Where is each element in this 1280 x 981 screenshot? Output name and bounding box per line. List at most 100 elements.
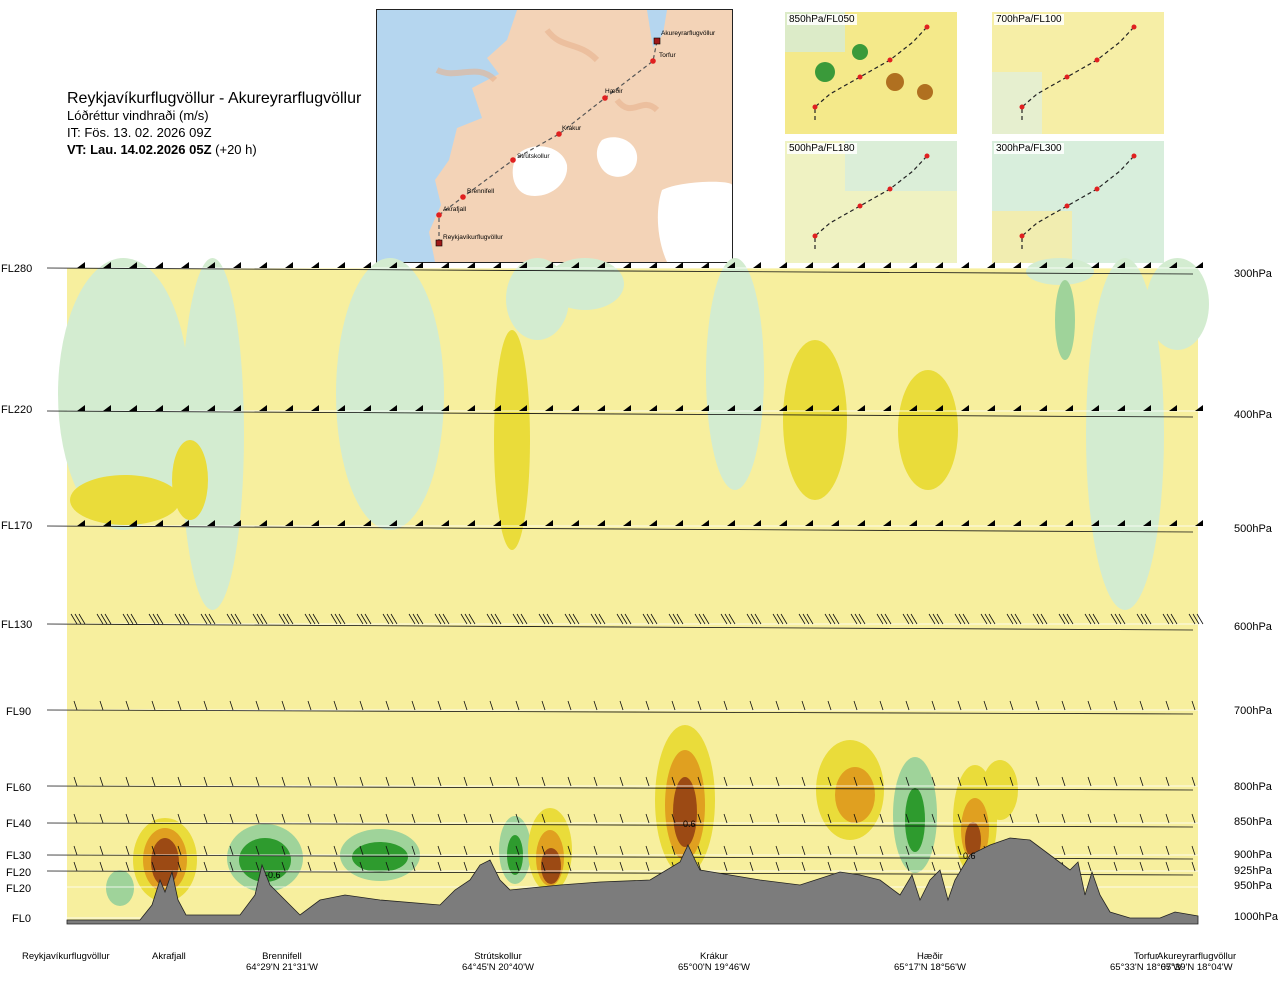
barb-850-1065 xyxy=(1061,813,1066,824)
barb-925-129 xyxy=(125,861,130,872)
barb-800-1195 xyxy=(1191,776,1196,787)
valid-time-offset: (+20 h) xyxy=(215,142,257,157)
barb-500-805 xyxy=(805,520,813,526)
barb-600-519 xyxy=(512,613,528,625)
barb-600-259 xyxy=(252,613,268,625)
barb-600-77 xyxy=(70,613,86,625)
barb-900-727 xyxy=(723,845,728,856)
location-krakur-coord: 65°00'N 19°46'W xyxy=(678,962,750,973)
barb-300-1195 xyxy=(1195,262,1203,268)
barb-800-779 xyxy=(775,776,780,787)
barb-300-363 xyxy=(363,262,371,268)
mini-map-700-label: 700hPa/FL100 xyxy=(994,14,1064,25)
barb-axis-800 xyxy=(46,785,1194,791)
barb-700-467 xyxy=(463,700,468,711)
barb-925-103 xyxy=(99,861,104,872)
barb-700-441 xyxy=(437,700,442,711)
barb-700-883 xyxy=(879,700,884,711)
barb-400-207 xyxy=(207,405,215,411)
barb-700-597 xyxy=(593,700,598,711)
barb-600-597 xyxy=(590,613,606,625)
barb-800-675 xyxy=(671,776,676,787)
barb-axis-600 xyxy=(46,623,1194,631)
barb-800-467 xyxy=(463,776,468,787)
barb-500-909 xyxy=(909,520,917,526)
barb-300-987 xyxy=(987,262,995,268)
barb-400-103 xyxy=(103,405,111,411)
barb-700-493 xyxy=(489,700,494,711)
location-torfur-name: Torfur xyxy=(1133,951,1159,962)
barb-900-207 xyxy=(203,845,208,856)
barb-925-1117 xyxy=(1113,861,1118,872)
barb-850-285 xyxy=(281,813,286,824)
barb-900-1169 xyxy=(1165,845,1170,856)
location-akureyri: Akureyrarflugvöllur 65°39'N 18°04'W xyxy=(1157,951,1236,973)
pos-aloft-0 xyxy=(494,330,530,550)
barb-600-779 xyxy=(772,613,788,625)
barb-300-1039 xyxy=(1039,262,1047,268)
barb-300-1065 xyxy=(1065,262,1073,268)
location-strutskollur-name: Strútskollur xyxy=(474,951,522,962)
barb-700-1065 xyxy=(1061,700,1066,711)
barb-700-1039 xyxy=(1035,700,1040,711)
neg-band-7 xyxy=(1086,258,1164,610)
barb-600-1195 xyxy=(1188,613,1204,625)
barb-850-805 xyxy=(801,813,806,824)
barb-700-337 xyxy=(333,700,338,711)
barb-850-727 xyxy=(723,813,728,824)
location-krakur-name: Krákur xyxy=(699,951,728,962)
route-map-graphic: Akureyrarflugvöllur Torfur Hæðir Krákur … xyxy=(377,10,732,262)
barb-900-701 xyxy=(697,845,702,856)
barb-900-597 xyxy=(593,845,598,856)
barb-900-1143 xyxy=(1139,845,1144,856)
hpa-label-300: 300hPa xyxy=(1234,268,1272,280)
barb-900-1117 xyxy=(1113,845,1118,856)
barb-900-103 xyxy=(99,845,104,856)
barb-600-103 xyxy=(96,613,112,625)
barb-900-909 xyxy=(905,845,910,856)
barb-400-649 xyxy=(649,405,657,411)
barb-925-701 xyxy=(697,861,702,872)
barb-400-441 xyxy=(441,405,449,411)
barb-850-103 xyxy=(99,813,104,824)
location-reykjavik: Reykjavíkurflugvöllur xyxy=(22,951,110,962)
barb-800-363 xyxy=(359,776,364,787)
mini-map-300: 300hPa/FL300 xyxy=(992,141,1164,263)
low-feature-23 xyxy=(106,870,134,906)
pos-aloft-4 xyxy=(70,475,180,525)
barb-600-181 xyxy=(174,613,190,625)
barb-925-805 xyxy=(801,861,806,872)
barb-300-207 xyxy=(207,262,215,268)
barb-600-883 xyxy=(876,613,892,625)
barb-850-207 xyxy=(203,813,208,824)
barb-axis-300 xyxy=(46,267,1194,275)
barb-500-1169 xyxy=(1169,520,1177,526)
barb-900-545 xyxy=(541,845,546,856)
barb-400-987 xyxy=(987,405,995,411)
barb-800-181 xyxy=(177,776,182,787)
barb-850-337 xyxy=(333,813,338,824)
low-feature-14 xyxy=(673,777,697,847)
barb-700-1091 xyxy=(1087,700,1092,711)
mini-map-500: 500hPa/FL180 xyxy=(785,141,957,263)
barb-800-415 xyxy=(411,776,416,787)
location-akrafjall: Akrafjall xyxy=(152,951,186,962)
barb-900-883 xyxy=(879,845,884,856)
barb-600-441 xyxy=(434,613,450,625)
barb-900-779 xyxy=(775,845,780,856)
barb-400-1117 xyxy=(1117,405,1125,411)
barb-400-1039 xyxy=(1039,405,1047,411)
pos-aloft-2 xyxy=(898,370,958,490)
barb-850-1169 xyxy=(1165,813,1170,824)
barb-400-857 xyxy=(857,405,865,411)
barb-800-77 xyxy=(73,776,78,787)
location-akureyri-coord: 65°39'N 18°04'W xyxy=(1160,962,1233,973)
barb-700-207 xyxy=(203,700,208,711)
barb-925-597 xyxy=(593,861,598,872)
barb-500-259 xyxy=(259,520,267,526)
barb-600-207 xyxy=(200,613,216,625)
barb-850-961 xyxy=(957,813,962,824)
barb-800-337 xyxy=(333,776,338,787)
barb-300-1117 xyxy=(1117,262,1125,268)
barb-400-311 xyxy=(311,405,319,411)
